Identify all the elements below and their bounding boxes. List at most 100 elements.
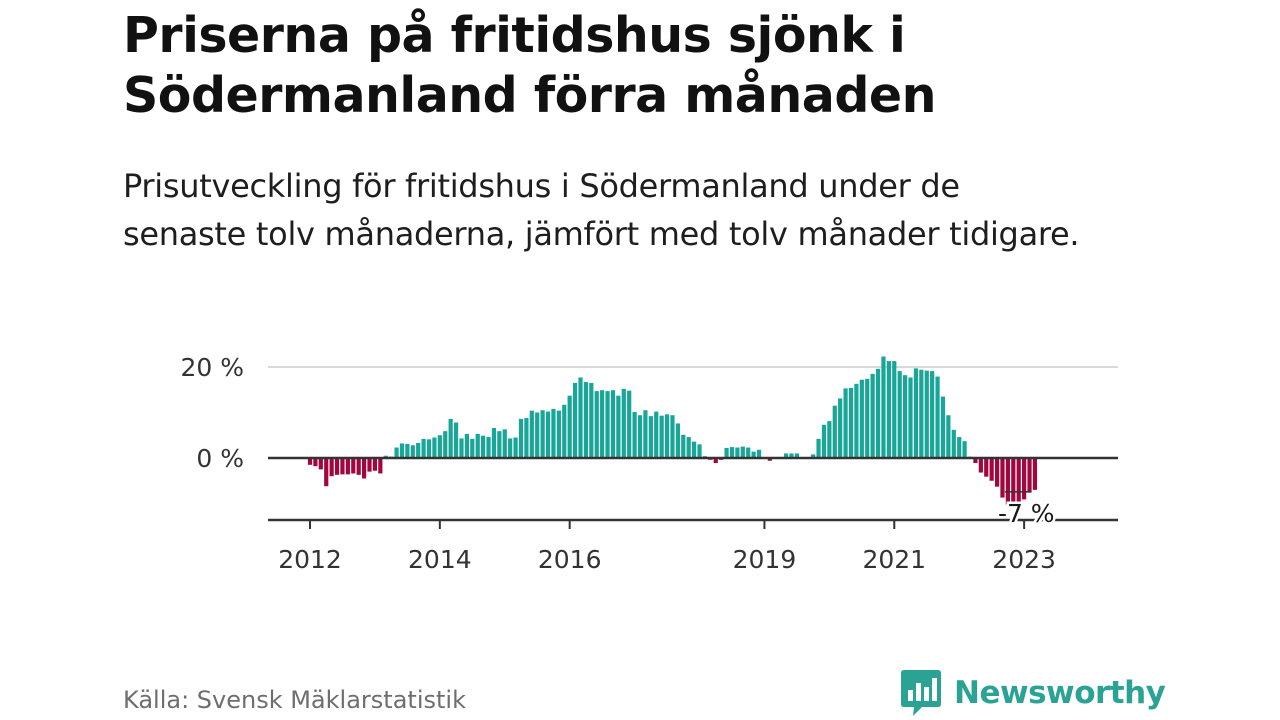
- bar-2012-12: [367, 458, 372, 472]
- bar-2014-10: [486, 437, 491, 458]
- bar-2021-03: [903, 375, 908, 458]
- x-tick-label: 2023: [992, 545, 1056, 574]
- y-tick-label: 0 %: [196, 444, 244, 473]
- bar-2016-10: [616, 395, 621, 458]
- bar-2012-02: [313, 458, 318, 467]
- bar-2018-09: [740, 446, 745, 459]
- bar-2023-03: [1032, 458, 1038, 490]
- bar-2020-07: [859, 379, 864, 458]
- bar-2019-07: [794, 453, 799, 458]
- bar-2012-08: [345, 458, 350, 475]
- bar-2016-03: [578, 377, 583, 458]
- bar-2018-12: [756, 449, 762, 458]
- bar-2020-03: [838, 398, 843, 458]
- bar-2013-01: [372, 458, 378, 471]
- bar-2017-07: [664, 414, 670, 458]
- brand-logo: Newsworthy: [900, 668, 1166, 718]
- bar-2014-01: [437, 435, 442, 458]
- chart-subtitle: Prisutveckling för fritidshus i Söderman…: [123, 167, 1080, 253]
- bar-2015-12: [562, 404, 567, 458]
- bar-2013-07: [405, 443, 410, 458]
- bar-2018-11: [751, 451, 756, 458]
- bar-2021-01: [892, 361, 897, 458]
- source-note: Källa: Svensk Mäklarstatistik: [123, 686, 466, 714]
- bar-2022-05: [978, 458, 983, 473]
- bar-2017-03: [643, 410, 648, 458]
- bar-2021-07: [924, 370, 929, 458]
- bar-2014-11: [491, 427, 497, 458]
- bar-2012-11: [362, 458, 367, 479]
- bar-2012-09: [351, 458, 356, 474]
- bar-2020-11: [881, 356, 886, 458]
- bar-2015-08: [540, 410, 545, 458]
- bar-2019-02: [767, 458, 772, 461]
- bar-2018-01: [697, 444, 702, 458]
- bar-2021-11: [946, 415, 951, 458]
- bar-chart-speech-bubble-icon: [901, 670, 941, 716]
- bar-2014-04: [453, 422, 459, 458]
- bar-2014-08: [475, 433, 480, 458]
- bar-2015-02: [508, 438, 513, 458]
- bar-2022-10: [1005, 458, 1010, 505]
- x-tick-label: 2019: [733, 545, 797, 574]
- bar-2013-09: [416, 442, 421, 458]
- bar-2014-12: [497, 431, 502, 458]
- bar-2023-01: [1022, 458, 1027, 500]
- bar-2021-12: [951, 429, 956, 458]
- bar-2017-04: [648, 416, 653, 458]
- bar-2022-01: [957, 437, 962, 458]
- bar-2012-10: [356, 458, 361, 475]
- bar-2021-04: [908, 377, 913, 458]
- bar-2021-02: [897, 371, 902, 459]
- bar-2012-04: [324, 458, 329, 487]
- x-tick-label: 2012: [278, 545, 342, 574]
- x-tick-label: 2016: [538, 545, 602, 574]
- bar-2018-10: [746, 447, 751, 458]
- bar-2022-08: [994, 458, 1000, 487]
- bar-2023-02: [1027, 458, 1032, 493]
- bar-2015-01: [502, 429, 507, 458]
- bar-2020-09: [870, 373, 875, 458]
- bar-2016-01: [567, 395, 572, 458]
- brand-name: Newsworthy: [954, 675, 1166, 711]
- y-tick-label: 20 %: [180, 353, 244, 382]
- bar-2015-09: [545, 411, 551, 458]
- bar-2016-07: [600, 390, 605, 458]
- bar-2018-07: [729, 447, 735, 458]
- bar-2021-05: [913, 368, 919, 458]
- bar-2016-06: [594, 391, 599, 458]
- bar-2015-10: [551, 408, 556, 458]
- bar-2017-08: [670, 415, 675, 458]
- bar-2020-06: [854, 383, 859, 458]
- chart-title: Priserna på fritidshus sjönk i Södermanl…: [123, 7, 937, 124]
- bar-2012-05: [329, 458, 334, 477]
- bar-2019-12: [821, 424, 827, 458]
- bar-2015-11: [556, 410, 561, 458]
- bar-2021-06: [919, 369, 924, 458]
- x-tick-label: 2021: [862, 545, 926, 574]
- bar-2017-12: [692, 441, 697, 458]
- bar-2012-06: [334, 458, 340, 475]
- bar-2013-08: [410, 445, 415, 458]
- bar-2012-03: [318, 458, 323, 470]
- bar-2017-10: [681, 434, 686, 458]
- bar-2021-10: [940, 396, 946, 458]
- bar-2017-01: [632, 412, 637, 458]
- bar-2016-11: [621, 388, 626, 458]
- bar-2014-02: [443, 431, 448, 458]
- bar-2015-05: [524, 417, 529, 458]
- bar-2017-11: [686, 437, 691, 458]
- bar-2016-02: [572, 382, 578, 459]
- bar-2018-06: [724, 447, 729, 458]
- bar-2020-04: [843, 388, 848, 458]
- bar-2020-02: [832, 405, 837, 458]
- bar-2022-04: [973, 458, 978, 463]
- bar-2012-07: [340, 458, 345, 475]
- bar-2017-06: [659, 415, 664, 459]
- bar-2013-12: [432, 437, 437, 458]
- bar-2019-10: [811, 454, 816, 458]
- bar-2013-05: [394, 447, 399, 458]
- bar-2017-05: [654, 411, 659, 458]
- bar-2012-01: [307, 458, 313, 465]
- bar-2022-06: [984, 458, 989, 477]
